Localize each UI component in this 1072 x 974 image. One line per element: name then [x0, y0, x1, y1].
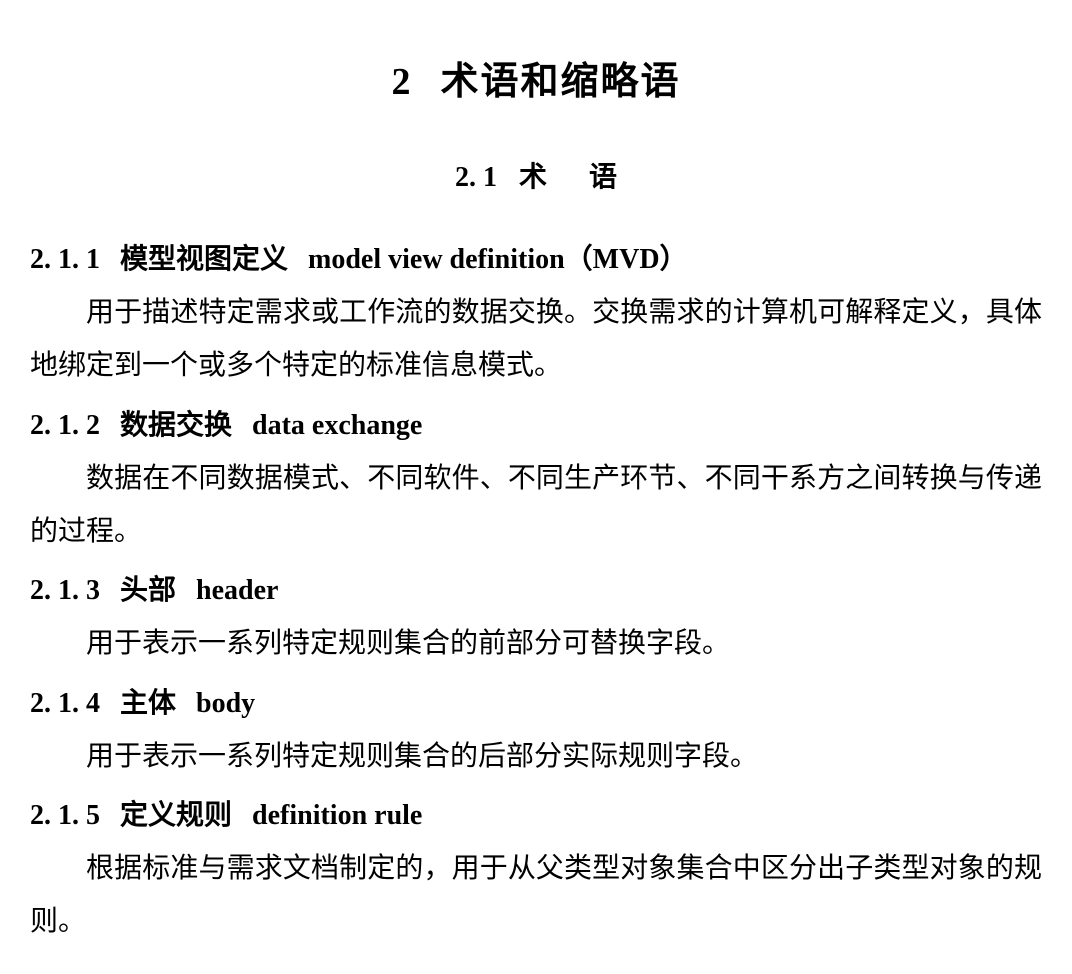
section-title: 2. 1 术 语 — [30, 155, 1042, 195]
term-body: 数据在不同数据模式、不同软件、不同生产环节、不同干系方之间转换与传递的过程。 — [30, 452, 1042, 558]
term-number: 2. 1. 1 — [30, 244, 100, 275]
section-title-char2: 语 — [589, 162, 617, 193]
term-en: body — [196, 688, 255, 719]
section-number: 2. 1 — [455, 162, 497, 193]
term-block: 2. 1. 3 头部 header 用于表示一系列特定规则集合的前部分可替换字段。 — [30, 564, 1042, 670]
term-block: 2. 1. 4 主体 body 用于表示一系列特定规则集合的后部分实际规则字段。 — [30, 677, 1042, 783]
term-body: 用于表示一系列特定规则集合的后部分实际规则字段。 — [30, 730, 1042, 783]
term-number: 2. 1. 3 — [30, 575, 100, 606]
term-block: 2. 1. 5 定义规则 definition rule 根据标准与需求文档制定的，… — [30, 789, 1042, 949]
term-number: 2. 1. 5 — [30, 800, 100, 831]
term-body: 根据标准与需求文档制定的，用于从父类型对象集合中区分出子类型对象的规则。 — [30, 842, 1042, 948]
term-heading: 2. 1. 2 数据交换 data exchange — [30, 399, 1042, 452]
term-en: data exchange — [252, 410, 422, 441]
term-cn: 主体 — [120, 688, 176, 719]
term-en: model view definition（MVD） — [308, 244, 688, 275]
term-heading: 2. 1. 5 定义规则 definition rule — [30, 789, 1042, 842]
term-block: 2. 1. 2 数据交换 data exchange 数据在不同数据模式、不同软件、… — [30, 399, 1042, 559]
term-body: 用于表示一系列特定规则集合的前部分可替换字段。 — [30, 617, 1042, 670]
term-en: header — [196, 575, 278, 606]
term-body: 用于描述特定需求或工作流的数据交换。交换需求的计算机可解释定义，具体地绑定到一个… — [30, 286, 1042, 392]
term-heading: 2. 1. 3 头部 header — [30, 564, 1042, 617]
section-title-char1: 术 — [519, 162, 547, 193]
term-cn: 定义规则 — [120, 800, 232, 831]
chapter-title-text: 术语和缩略语 — [440, 61, 680, 103]
term-cn: 头部 — [120, 575, 176, 606]
chapter-title: 2 术语和缩略语 — [30, 50, 1042, 105]
term-block: 2. 1. 1模型视图定义model view definition（MVD） … — [30, 233, 1042, 393]
term-number: 2. 1. 2 — [30, 410, 100, 441]
term-number: 2. 1. 4 — [30, 688, 100, 719]
chapter-number: 2 — [391, 61, 412, 103]
term-cn: 模型视图定义 — [120, 244, 288, 275]
term-cn: 数据交换 — [120, 410, 232, 441]
term-heading: 2. 1. 4 主体 body — [30, 677, 1042, 730]
term-en: definition rule — [252, 800, 422, 831]
term-heading: 2. 1. 1 模型视图定义 model view definition（MVD） — [30, 233, 1042, 286]
